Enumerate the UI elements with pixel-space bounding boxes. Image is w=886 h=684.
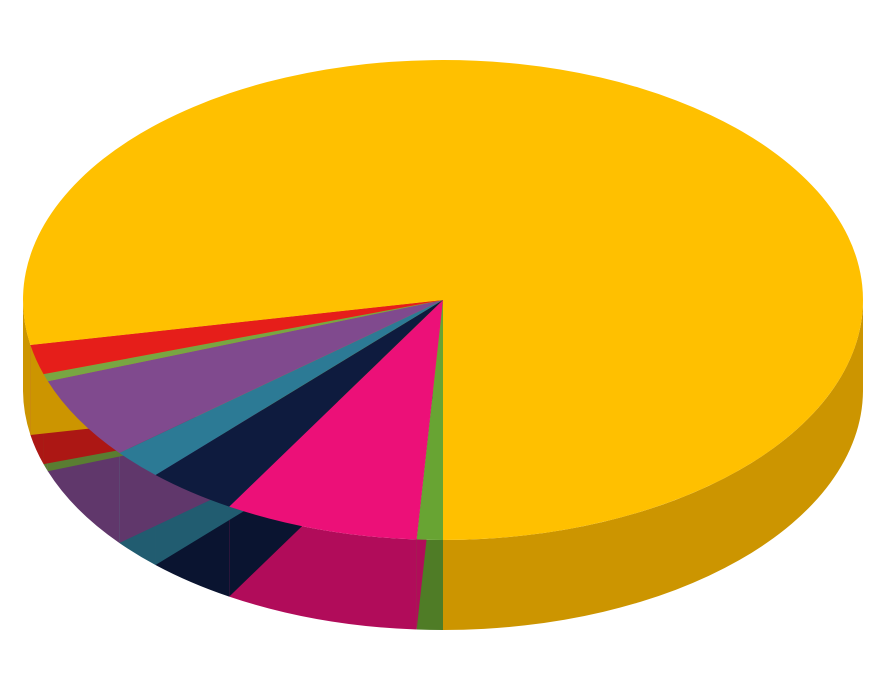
pie-chart-3d — [0, 0, 886, 684]
